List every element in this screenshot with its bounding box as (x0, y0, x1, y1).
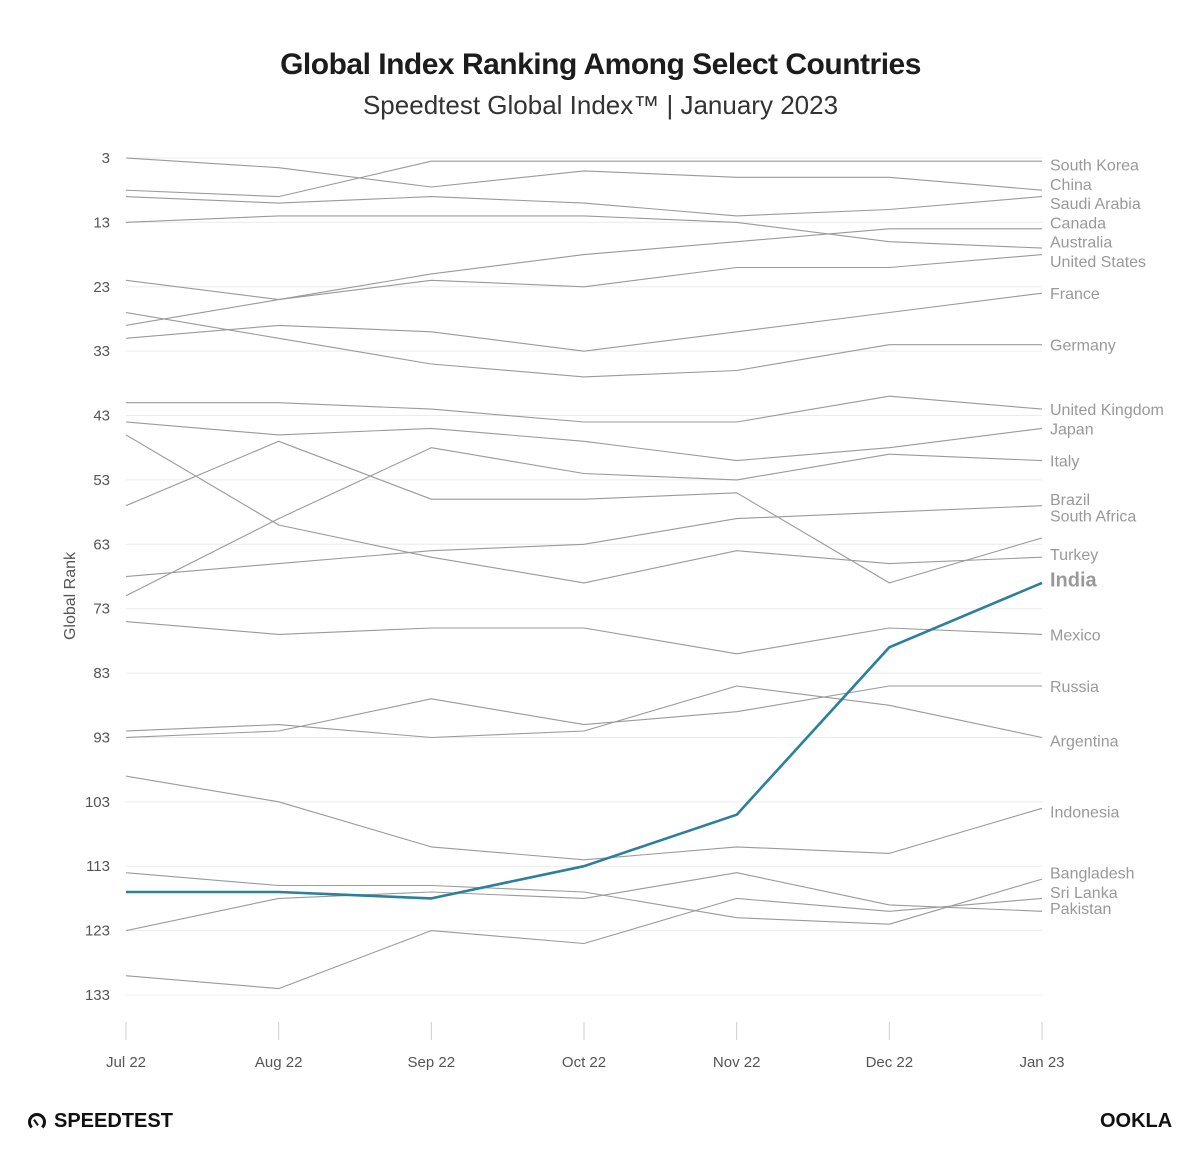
ookla-logo: OOKLA (1100, 1110, 1173, 1132)
series-line-japan (125, 440, 1043, 584)
speedtest-logo: SPEEDTEST (28, 1110, 173, 1133)
series-line-russia (125, 685, 1043, 739)
y-tick-label: 113 (86, 858, 110, 875)
series-line-brazil (125, 447, 1043, 597)
series-line-france (125, 292, 1043, 352)
series-label-canada: Canada (1050, 215, 1106, 232)
series-label-india: India (1050, 570, 1098, 592)
series-line-indonesia (125, 775, 1043, 861)
series-label-france: France (1050, 286, 1100, 303)
y-tick-label: 133 (85, 987, 110, 1004)
x-tick-label: Jul 22 (106, 1054, 146, 1071)
y-tick-label: 123 (85, 923, 110, 940)
series-labels: South Korea China Saudi Arabia Canada Austra… (1050, 157, 1164, 918)
y-tick-label: 63 (93, 536, 110, 553)
series-line-south-korea (125, 157, 1043, 191)
series-line-bangladesh (125, 872, 1043, 932)
series-label-italy: Italy (1050, 454, 1079, 471)
y-axis-title: Global Rank (62, 551, 79, 640)
y-tick-label: 33 (93, 343, 110, 360)
y-tick-label: 23 (93, 279, 110, 296)
y-tick-label: 93 (93, 729, 110, 746)
y-tick-label: 73 (93, 601, 110, 618)
series-label-united-states: United States (1050, 254, 1146, 271)
series-line-canada (125, 215, 1043, 249)
x-axis-ticks: Jul 22 Aug 22 Sep 22 Oct 22 Nov 22 Dec 22 Jan … (106, 1022, 1065, 1071)
series-label-mexico: Mexico (1050, 627, 1101, 644)
series-line-sri-lanka (125, 872, 1043, 925)
series-label-bangladesh: Bangladesh (1050, 866, 1135, 883)
x-tick-label: Aug 22 (255, 1054, 303, 1071)
speedometer-icon (28, 1112, 46, 1131)
series-line-turkey (125, 505, 1043, 578)
series-label-south-africa: South Africa (1050, 508, 1136, 525)
y-tick-label: 53 (93, 472, 110, 489)
x-tick-label: Nov 22 (713, 1054, 761, 1071)
y-tick-label: 43 (93, 408, 110, 425)
y-tick-label: 3 (102, 150, 110, 167)
series-lines (125, 157, 1043, 990)
series-label-germany: Germany (1050, 338, 1116, 355)
series-label-south-korea: South Korea (1050, 157, 1139, 174)
series-label-pakistan: Pakistan (1050, 901, 1111, 918)
x-tick-label: Dec 22 (866, 1054, 914, 1071)
series-label-china: China (1050, 177, 1092, 194)
series-line-mexico (125, 621, 1043, 655)
x-tick-label: Oct 22 (562, 1054, 606, 1071)
y-tick-label: 103 (85, 794, 110, 811)
series-label-sri-lanka: Sri Lanka (1050, 885, 1118, 902)
chart-title: Global Index Ranking Among Select Countr… (280, 48, 921, 81)
series-label-japan: Japan (1050, 421, 1094, 438)
series-label-brazil: Brazil (1050, 492, 1090, 509)
series-line-china (125, 160, 1042, 198)
series-label-australia: Australia (1050, 235, 1112, 252)
series-line-south-africa (125, 434, 1043, 584)
series-label-indonesia: Indonesia (1050, 805, 1119, 822)
y-tick-label: 13 (93, 214, 110, 231)
line-chart: 3 13 23 33 43 53 63 73 83 93 103 113 123 133 Jul 22 Au… (62, 150, 1164, 1071)
series-label-turkey: Turkey (1050, 547, 1098, 564)
series-label-saudi-arabia: Saudi Arabia (1050, 196, 1141, 213)
chart-subtitle: Speedtest Global Index™ | January 2023 (362, 90, 839, 120)
series-line-argentina (125, 685, 1042, 739)
series-line-italy (125, 421, 1043, 462)
series-line-united-kingdom (126, 395, 1043, 423)
x-tick-label: Sep 22 (408, 1054, 456, 1071)
series-line-united-states (125, 254, 1043, 301)
grid-lines (126, 157, 1042, 996)
series-label-argentina: Argentina (1050, 734, 1119, 751)
y-axis-ticks: 3 13 23 33 43 53 63 73 83 93 103 113 123 133 (85, 150, 110, 1004)
series-label-united-kingdom: United Kingdom (1050, 402, 1164, 419)
y-tick-label: 83 (93, 665, 110, 682)
series-label-russia: Russia (1050, 679, 1099, 696)
x-tick-label: Jan 23 (1019, 1054, 1064, 1071)
series-line-germany (125, 311, 1042, 378)
series-line-india (126, 581, 1043, 900)
speedtest-logo-text: SPEEDTEST (54, 1110, 173, 1132)
series-line-saudi-arabia (125, 196, 1043, 217)
series-line-pakistan (125, 897, 1043, 990)
